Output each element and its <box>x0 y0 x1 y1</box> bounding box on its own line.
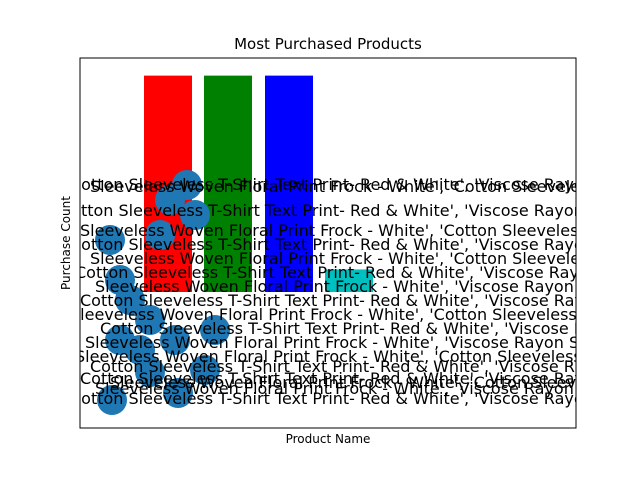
product-label: Cotton Sleeveless T-Shirt Text Print- Re… <box>80 369 640 388</box>
bar-4 <box>325 269 373 292</box>
product-label: Sleeveless Woven Floral Print Frock - Wh… <box>75 347 640 366</box>
scatter-point <box>163 378 193 408</box>
scatter-point <box>180 200 210 230</box>
product-label: Cotton Sleeveless T-Shirt Text Print- Re… <box>100 319 640 338</box>
product-label: Sleeveless Woven Floral Print Frock - Wh… <box>90 177 640 196</box>
product-label: Sleeveless Woven Floral Print Frock - Wh… <box>90 249 640 268</box>
product-label: Cotton Sleeveless T-Shirt Text Print- Re… <box>60 201 640 220</box>
product-label: Sleeveless Woven Floral Print Frock - Wh… <box>80 221 640 240</box>
scatter-point <box>95 225 125 255</box>
scatter-point <box>190 355 220 385</box>
product-label: Sleeveless Woven Floral Print Frock - Wh… <box>95 379 634 398</box>
product-label: Cotton Sleeveless T-Shirt Text Print- Re… <box>80 291 640 310</box>
product-label: Sleeveless Woven Floral Print Frock - Wh… <box>70 305 640 324</box>
product-label: Sleeveless Woven Floral Print Frock - Wh… <box>95 277 634 296</box>
scatter-point <box>155 185 185 215</box>
scatter-point <box>160 325 190 355</box>
scatter-point <box>135 305 165 335</box>
product-label: Sleeveless Woven Floral Print Frock - Wh… <box>85 333 624 352</box>
scatter-point <box>145 220 175 250</box>
product-label: Cotton Sleeveless T-Shirt Text Print- Re… <box>70 389 640 408</box>
product-label: Cotton Sleeveless T-Shirt Text Print- Re… <box>70 235 640 254</box>
scatter-point <box>200 315 230 345</box>
x-axis-label: Product Name <box>286 432 371 446</box>
y-axis-label: Purchase Count <box>59 196 73 290</box>
product-label: Cotton Sleeveless T-Shirt Text Print- Re… <box>90 357 640 376</box>
bar-2 <box>204 75 252 292</box>
product-label: Sleeveless Woven Floral Print Frock - Wh… <box>110 373 640 392</box>
product-label: Cotton Sleeveless T-Shirt Text Print- Re… <box>70 175 640 194</box>
plot-frame <box>79 57 577 429</box>
scatter-point <box>125 335 155 365</box>
scatter-point <box>97 385 127 415</box>
bar-3 <box>265 75 313 292</box>
chart-title: Most Purchased Products <box>234 35 422 53</box>
scatter-point <box>105 265 135 295</box>
product-label: Cotton Sleeveless T-Shirt Text Print- Re… <box>75 263 640 282</box>
